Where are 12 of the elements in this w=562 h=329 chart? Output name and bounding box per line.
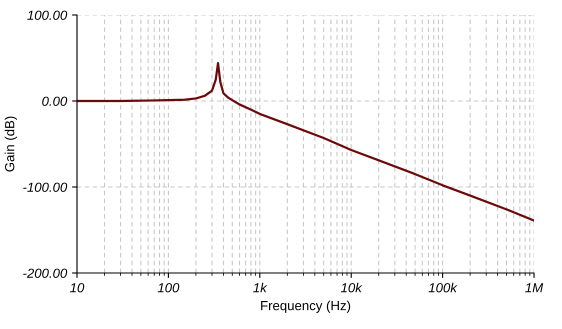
x-tick-label: 100k [428, 282, 458, 292]
y-tick-label: -100.00 [23, 182, 68, 192]
y-tick-label: -200.00 [23, 268, 68, 278]
x-axis-title: Frequency (Hz) [261, 300, 350, 313]
y-tick-label: 100.00 [27, 10, 68, 20]
y-tick-label: 0.00 [42, 96, 68, 106]
x-tick-label: 1M [525, 283, 544, 292]
y-axis-title: Gain (dB) [4, 116, 17, 172]
x-tick-label: 10 [70, 283, 84, 292]
x-tick-label: 100 [158, 283, 180, 292]
x-tick-label: 1k [253, 282, 268, 292]
x-tick-label: 10k [340, 282, 362, 292]
